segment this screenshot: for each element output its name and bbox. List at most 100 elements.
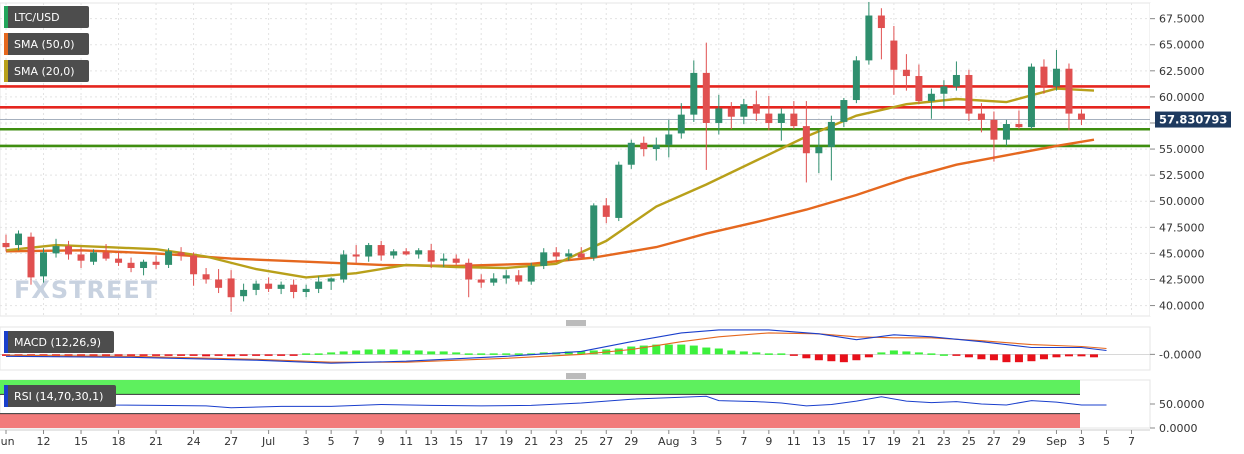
legend-label: LTC/USD bbox=[14, 11, 60, 24]
candle-down bbox=[902, 54, 910, 91]
legend-sma-50[interactable]: SMA (50,0) bbox=[4, 33, 89, 55]
candle-body bbox=[502, 275, 510, 279]
x-tick-label: 5 bbox=[715, 435, 722, 448]
candle-body bbox=[390, 251, 398, 256]
candle-down bbox=[1077, 109, 1085, 126]
candle-down bbox=[115, 251, 123, 266]
macd-histogram-bar bbox=[577, 351, 586, 355]
macd-histogram-bar bbox=[177, 354, 186, 356]
x-tick-label: 19 bbox=[887, 435, 901, 448]
x-tick-label: 23 bbox=[937, 435, 951, 448]
pane-resize-handle[interactable] bbox=[566, 320, 586, 326]
candle-down bbox=[177, 247, 185, 261]
candle-down bbox=[402, 248, 410, 256]
macd-histogram-bar bbox=[1002, 354, 1011, 363]
macd-histogram-bar bbox=[402, 350, 411, 355]
macd-histogram-bar bbox=[302, 353, 311, 355]
candle-body bbox=[802, 126, 810, 154]
candle-body bbox=[452, 258, 460, 263]
candle-up bbox=[865, 1, 873, 65]
candle-down bbox=[752, 90, 760, 121]
candle-body bbox=[790, 113, 798, 127]
candle-body bbox=[377, 245, 385, 256]
legend-rsi[interactable]: RSI (14,70,30,1) bbox=[4, 385, 116, 407]
macd-histogram-bar bbox=[89, 354, 98, 357]
rsi-tick-label: 50.0000 bbox=[1159, 398, 1205, 411]
last-price-label: 57.830793 bbox=[1159, 113, 1227, 127]
macd-histogram-bar bbox=[77, 354, 86, 357]
macd-histogram-bar bbox=[752, 352, 761, 355]
candle-up bbox=[52, 238, 60, 258]
candle-down bbox=[552, 247, 560, 261]
macd-histogram-bar bbox=[152, 354, 161, 356]
candle-up bbox=[740, 98, 748, 125]
macd-histogram-bar bbox=[489, 353, 498, 355]
legend-ltc-usd[interactable]: LTC/USD bbox=[4, 6, 89, 28]
candle-down bbox=[102, 244, 110, 261]
legend-bg bbox=[4, 385, 116, 407]
candle-body bbox=[1052, 68, 1060, 87]
macd-histogram-bar bbox=[889, 350, 898, 355]
candle-up bbox=[827, 115, 835, 181]
candle-body bbox=[727, 108, 735, 117]
candle-body bbox=[365, 245, 373, 257]
macd-histogram-bar bbox=[102, 354, 111, 357]
candle-up bbox=[940, 80, 948, 107]
legend-color-swatch bbox=[4, 385, 8, 407]
candle-body bbox=[840, 100, 848, 122]
legend-color-swatch bbox=[4, 33, 8, 55]
x-tick-label: 5 bbox=[1103, 435, 1110, 448]
macd-histogram-bar bbox=[802, 354, 811, 359]
legend-macd[interactable]: MACD (12,26,9) bbox=[4, 331, 114, 353]
candle-body bbox=[140, 261, 148, 269]
macd-histogram-bar bbox=[227, 354, 236, 357]
macd-histogram-bar bbox=[977, 354, 986, 360]
candle-body bbox=[702, 72, 710, 123]
x-tick-label: 27 bbox=[599, 435, 613, 448]
macd-histogram-bar bbox=[127, 354, 136, 356]
candle-down bbox=[640, 136, 648, 157]
pane-resize-handle[interactable] bbox=[566, 373, 586, 379]
macd-histogram-bar bbox=[214, 354, 223, 356]
legend-bg bbox=[4, 331, 114, 353]
candle-body bbox=[777, 113, 785, 123]
candle-body bbox=[40, 252, 48, 277]
macd-histogram-bar bbox=[264, 354, 273, 356]
price-tick-label: 52.5000 bbox=[1159, 169, 1205, 182]
macd-histogram-bar bbox=[677, 344, 686, 355]
candle-body bbox=[652, 144, 660, 150]
candle-body bbox=[827, 121, 835, 147]
candle-body bbox=[202, 274, 210, 280]
candle-body bbox=[527, 265, 535, 282]
macd-histogram-bar bbox=[389, 349, 398, 355]
candle-body bbox=[590, 205, 598, 258]
candle-down bbox=[427, 244, 435, 269]
candle-body bbox=[1065, 68, 1073, 114]
candle-body bbox=[677, 114, 685, 134]
candle-body bbox=[240, 289, 248, 297]
legend-sma-20[interactable]: SMA (20,0) bbox=[4, 60, 89, 82]
candle-down bbox=[190, 252, 198, 286]
macd-histogram-bar bbox=[1052, 354, 1061, 358]
x-tick-label: 7 bbox=[353, 435, 360, 448]
candle-body bbox=[577, 253, 585, 258]
candle-body bbox=[340, 254, 348, 280]
fxstreet-watermark: FXSTREET bbox=[14, 276, 158, 304]
candle-up bbox=[240, 283, 248, 302]
x-tick-label: 11 bbox=[399, 435, 413, 448]
x-tick-label: 21 bbox=[524, 435, 538, 448]
x-tick-label: 9 bbox=[378, 435, 385, 448]
candle-up bbox=[490, 273, 498, 286]
last-price-bg bbox=[1155, 111, 1231, 128]
x-tick-label: 21 bbox=[912, 435, 926, 448]
candle-down bbox=[965, 69, 973, 121]
candle-up bbox=[90, 249, 98, 265]
candle-up bbox=[677, 103, 685, 139]
candle-up bbox=[952, 61, 960, 91]
rsi-oversold-zone bbox=[0, 413, 1080, 428]
x-tick-label: 3 bbox=[690, 435, 697, 448]
candle-up bbox=[390, 249, 398, 259]
candle-body bbox=[302, 288, 310, 293]
x-tick-label: 12 bbox=[37, 435, 51, 448]
